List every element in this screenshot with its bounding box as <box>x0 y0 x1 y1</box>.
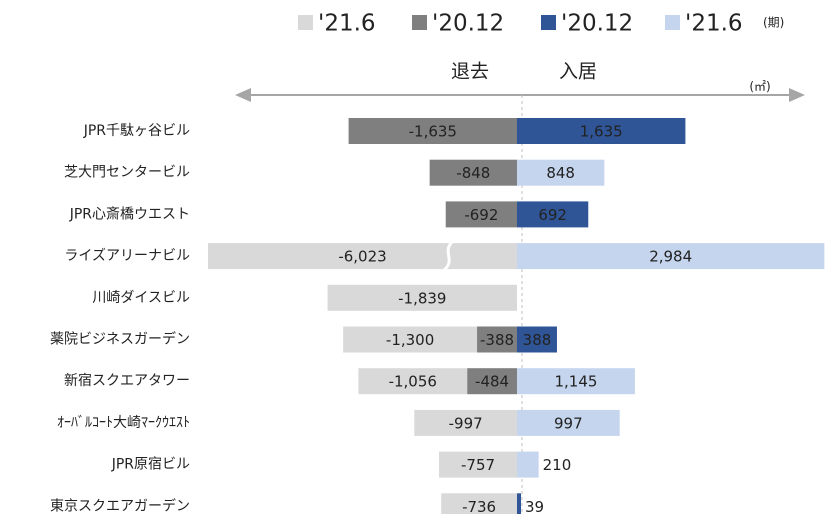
value-label: 1,635 <box>580 123 623 141</box>
bar <box>477 326 517 353</box>
category-label: JPR千駄ヶ谷ビル <box>83 123 190 139</box>
bar <box>517 201 589 228</box>
value-label: -484 <box>475 373 509 391</box>
legend-label: '21.6 <box>318 11 376 37</box>
bar <box>439 451 517 478</box>
value-label: 210 <box>543 456 572 474</box>
bar <box>358 368 468 395</box>
bar <box>414 409 517 436</box>
legend-label: '20.12 <box>432 11 504 37</box>
left-label: 退去 <box>451 61 489 83</box>
category-label: ｵｰﾊﾞﾙｺｰﾄ大崎ﾏｰｸｳｴｽﾄ <box>57 415 190 431</box>
value-label: -736 <box>462 498 496 514</box>
bar <box>445 201 517 228</box>
value-label: -997 <box>449 414 483 432</box>
category-label: 芝大門センタービル <box>64 165 190 181</box>
right-label: 入居 <box>559 61 597 83</box>
value-label: 848 <box>546 164 575 182</box>
bar <box>348 118 517 144</box>
bar <box>517 493 522 514</box>
arrow-head-left <box>235 88 251 102</box>
value-label: -1,056 <box>389 373 437 391</box>
category-label: 川崎ダイスビル <box>92 290 190 306</box>
value-label: 997 <box>554 414 583 432</box>
value-label: -1,635 <box>409 123 457 141</box>
value-label: 39 <box>525 498 544 514</box>
unit-label: (㎡) <box>749 80 770 94</box>
legend-swatch <box>298 15 313 30</box>
value-label: -6,023 <box>338 248 386 266</box>
bar <box>517 326 557 353</box>
bar <box>517 409 620 436</box>
legend-label: '21.6 <box>685 11 743 37</box>
legend-suffix: (期) <box>763 16 784 30</box>
value-label: -388 <box>480 331 514 349</box>
bar <box>517 118 686 144</box>
value-label: -1,839 <box>398 289 446 307</box>
value-label: -1,300 <box>386 331 434 349</box>
arrow-head-right <box>789 88 805 102</box>
category-label: 新宿スクエアタワー <box>64 372 190 389</box>
value-label: 1,145 <box>554 373 597 391</box>
bar <box>517 243 825 270</box>
value-label: -692 <box>464 206 498 224</box>
bar <box>343 326 478 353</box>
value-label: 692 <box>538 206 567 224</box>
bar <box>517 368 635 395</box>
bar <box>429 159 517 186</box>
legend-swatch <box>541 15 556 30</box>
category-label: JPR心斎橋ウエスト <box>69 205 190 222</box>
value-label: -757 <box>461 456 495 474</box>
category-label: 薬院ビジネスガーデン <box>50 331 190 348</box>
value-label: 388 <box>523 331 552 349</box>
legend-label: '20.12 <box>561 11 633 37</box>
category-label: JPR原宿ビル <box>111 456 190 473</box>
value-label: 2,984 <box>649 248 692 266</box>
category-label: ライズアリーナビル <box>64 248 190 264</box>
value-label: -848 <box>456 164 490 182</box>
bar <box>517 159 605 186</box>
axis-break <box>442 241 454 272</box>
bar <box>467 368 517 395</box>
bar <box>208 243 517 270</box>
category-label: 東京スクエアガーデン <box>50 497 190 514</box>
bar <box>327 284 517 311</box>
bar <box>517 451 539 478</box>
bar <box>441 493 517 514</box>
legend-swatch <box>412 15 427 30</box>
legend-swatch <box>665 15 680 30</box>
